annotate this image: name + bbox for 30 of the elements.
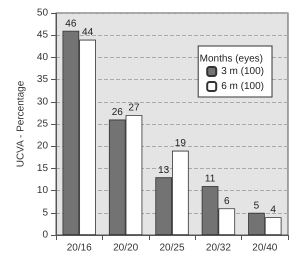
y-axis-title: UCVA - Percentage <box>16 80 26 168</box>
y-tick-label: 50 <box>36 8 48 18</box>
legend-label: 6 m (100) <box>221 81 264 92</box>
data-label: 11 <box>204 174 216 185</box>
y-tick-label: 25 <box>36 118 48 130</box>
x-tick-label: 20/20 <box>113 242 139 254</box>
data-label: 4 <box>270 204 276 216</box>
data-label: 46 <box>65 18 77 30</box>
x-tick-label: 20/40 <box>252 242 278 254</box>
data-label: 26 <box>112 107 124 118</box>
data-label: 27 <box>128 102 140 114</box>
legend-title: Months (eyes) <box>200 54 264 64</box>
y-tick-label: 40 <box>36 52 48 63</box>
x-tick-label: 20/25 <box>159 242 185 254</box>
data-label: 6 <box>224 196 230 207</box>
x-tick-label: 20/32 <box>206 242 232 254</box>
data-label: 44 <box>82 27 94 38</box>
y-tick-label: 15 <box>36 162 48 174</box>
data-label: 13 <box>158 164 170 176</box>
data-label: 19 <box>174 138 186 150</box>
data-label: 5 <box>254 200 260 212</box>
y-tick-label: 10 <box>36 185 48 196</box>
x-tick-label: 20/16 <box>66 242 92 254</box>
y-tick-label: 30 <box>36 96 48 108</box>
y-tick-label: 20 <box>36 140 48 152</box>
y-tick-label: 35 <box>36 74 48 86</box>
legend-label: 3 m (100) <box>221 66 264 77</box>
y-tick-label: 5 <box>42 207 48 218</box>
y-tick-label: 45 <box>36 30 48 41</box>
y-tick-label: 0 <box>42 230 48 240</box>
